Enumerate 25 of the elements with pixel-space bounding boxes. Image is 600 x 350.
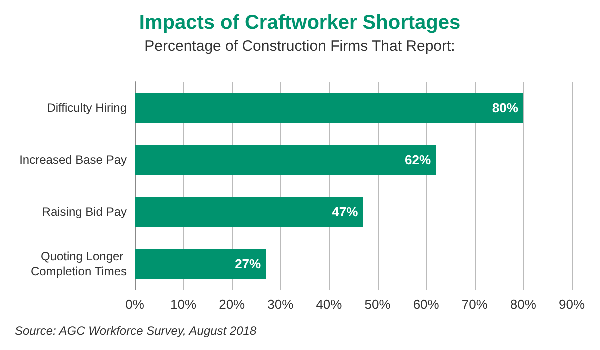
x-tick-label: 40% [316,297,343,312]
data-label: 27% [235,256,262,272]
y-tick-label: Difficulty Hiring [47,101,127,115]
bar [135,197,364,227]
x-tick-label: 10% [170,297,197,312]
bar [135,249,266,279]
x-tick-label: 0% [126,297,145,312]
chart-title: Impacts of Craftworker Shortages [139,12,461,34]
data-label: 47% [332,204,359,220]
y-tick-label: Quoting Longer Completion Times [30,250,127,278]
data-label: 80% [492,100,519,116]
x-tick-label: 70% [462,297,488,312]
x-tick-label: 20% [219,297,246,312]
y-tick-label: Increased Base Pay [20,153,127,167]
source-note: Source: AGC Workforce Survey, August 2018 [15,324,257,338]
bar [135,145,436,175]
x-tick-label: 50% [364,297,392,312]
bar [135,93,524,123]
x-tick-label: 60% [413,297,440,312]
x-tick-label: 80% [510,297,537,312]
x-tick-label: 30% [268,297,294,312]
data-label: 62% [405,152,432,168]
x-tick-label: 90% [558,297,586,312]
chart-subtitle: Percentage of Construction Firms That Report: [144,38,456,55]
y-tick-label: Raising Bid Pay [42,205,127,219]
